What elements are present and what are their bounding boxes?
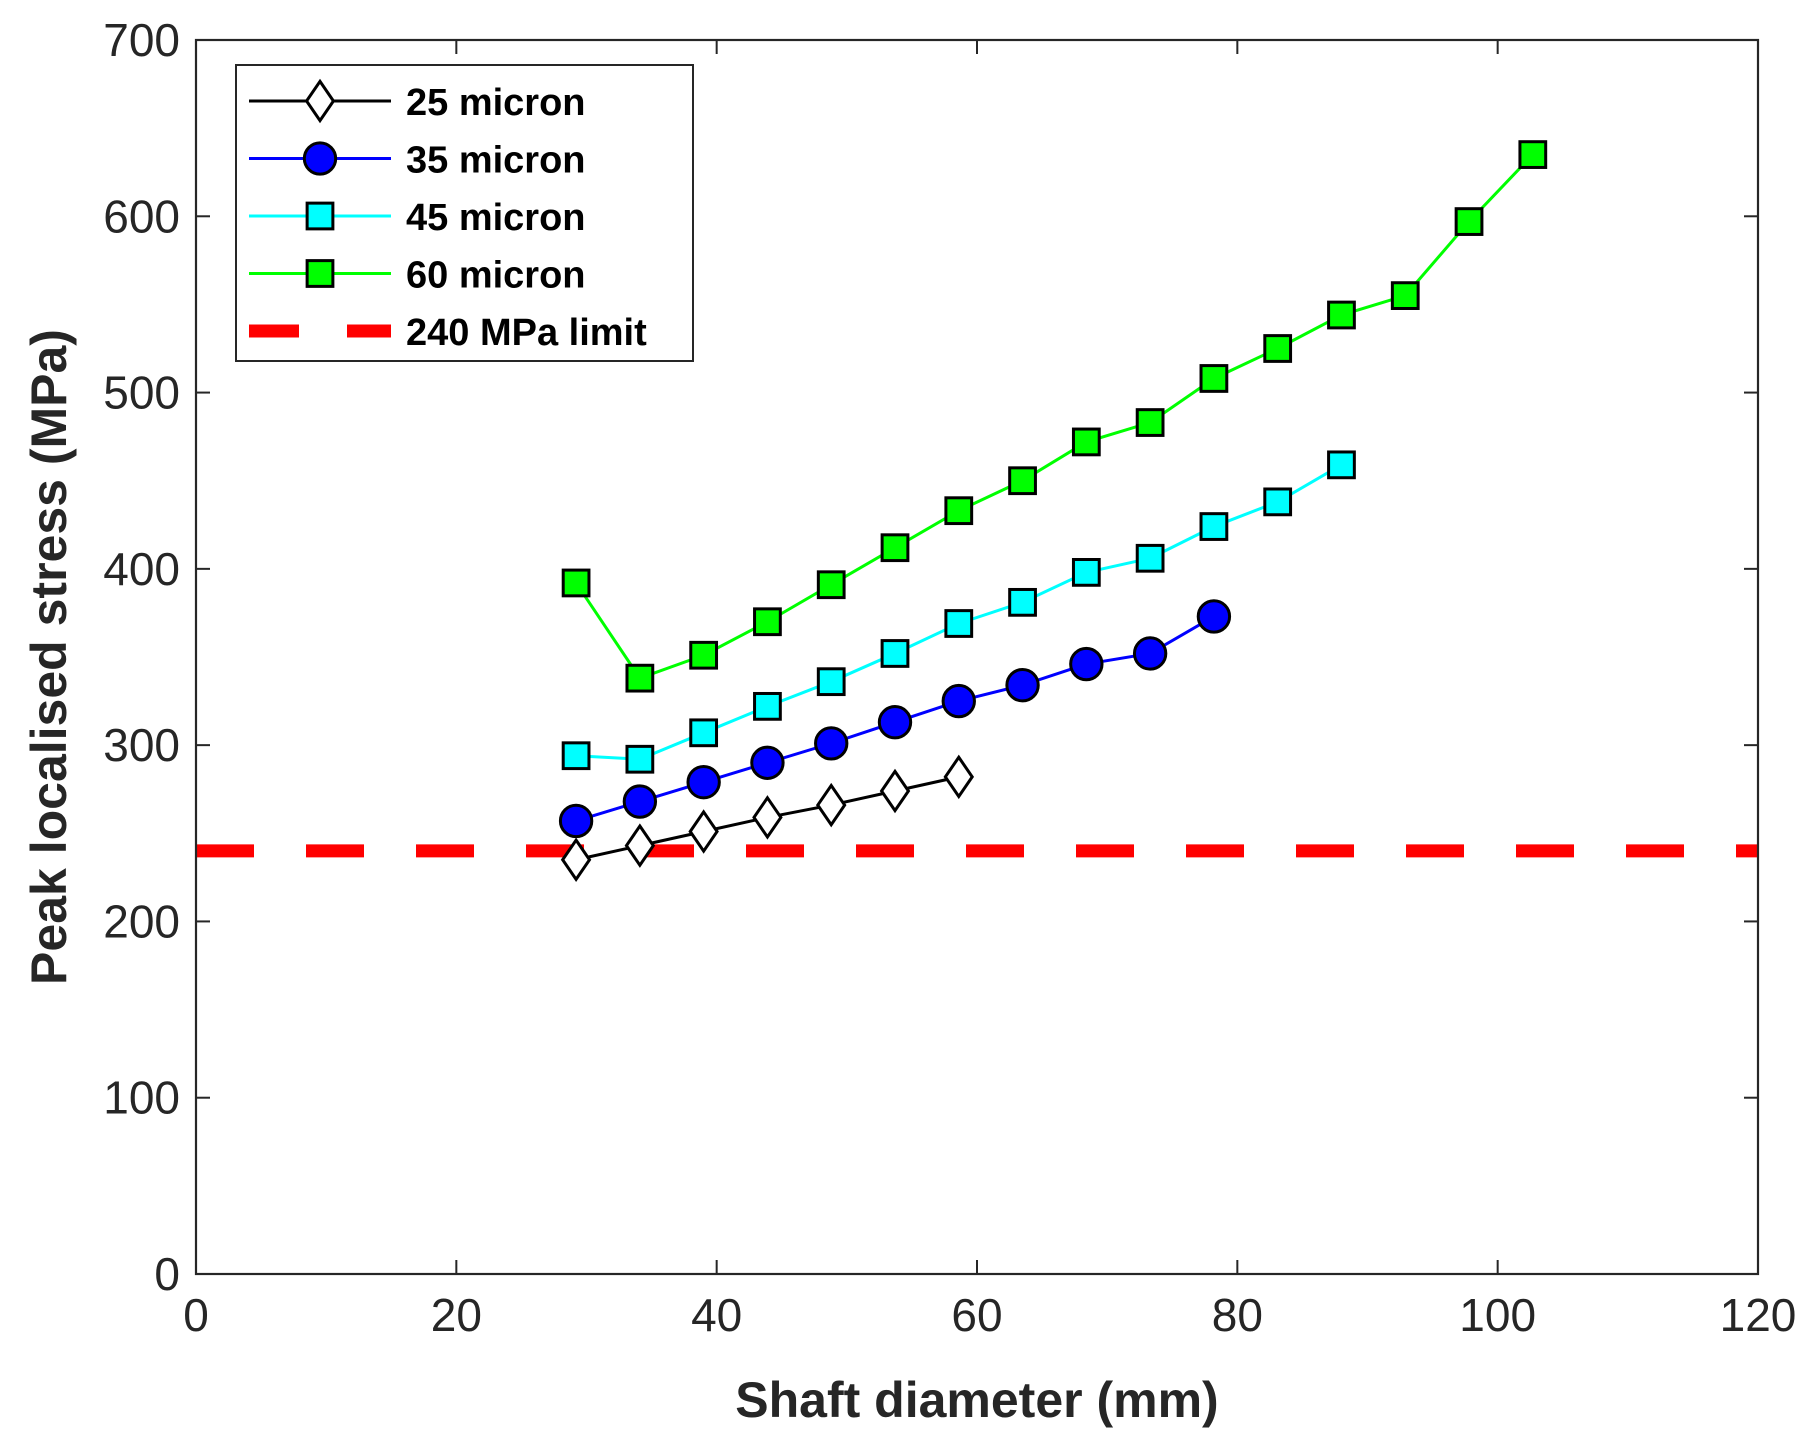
data-point-45-micron-5 [816, 667, 846, 697]
legend-entry-240-mpa-limit: 240 MPa limit [249, 312, 647, 354]
x-tick-label: 100 [1459, 1289, 1536, 1341]
y-tick-label: 100 [103, 1072, 180, 1124]
data-point-60-micron-11 [1199, 364, 1229, 393]
data-point-25-micron-2 [624, 823, 656, 868]
x-tick-label: 120 [1720, 1289, 1797, 1341]
data-point-35-micron-7 [941, 683, 976, 719]
legend: 25 micron 35 micron 45 micron 60 micron 240 … [235, 64, 694, 362]
legend-label: 240 MPa limit [406, 312, 647, 354]
data-point-45-micron-6 [880, 639, 910, 668]
data-point-35-micron-8 [1005, 668, 1040, 703]
legend-label: 35 micron [406, 140, 586, 182]
legend-swatch-marker [302, 141, 338, 176]
data-point-60-micron-4 [753, 607, 782, 637]
data-point-60-micron-15 [1454, 207, 1484, 236]
data-point-45-micron-3 [689, 718, 719, 748]
axes-layer: 0 20 40 60 80 100 120 0 100 200 300 400 500 600 700 Sha… [21, 14, 1796, 1428]
data-point-35-micron-2 [622, 784, 658, 819]
data-point-35-micron-11 [1196, 599, 1232, 634]
data-point-35-micron-5 [814, 726, 849, 761]
data-point-35-micron-10 [1132, 636, 1168, 671]
x-axis-title: Shaft diameter (mm) [735, 1372, 1218, 1428]
legend-label: 25 micron [406, 82, 586, 124]
data-point-60-micron-10 [1135, 408, 1165, 437]
data-point-25-micron-4 [752, 795, 783, 840]
y-tick-label: 200 [103, 895, 180, 947]
series-25-micron [560, 754, 975, 882]
data-point-35-micron-9 [1069, 646, 1104, 682]
data-point-60-micron-6 [880, 533, 910, 563]
data-point-45-micron-12 [1263, 487, 1293, 517]
series-45-micron [561, 450, 1356, 774]
data-point-60-micron-7 [944, 496, 974, 526]
y-tick-label: 600 [103, 190, 180, 242]
data-point-35-micron-6 [877, 705, 913, 740]
y-tick-label: 500 [103, 367, 180, 419]
data-point-25-micron-3 [688, 809, 719, 854]
data-point-45-micron-11 [1199, 512, 1229, 541]
data-point-45-micron-9 [1071, 558, 1101, 587]
series-35-micron [558, 599, 1232, 839]
y-tick-label: 0 [154, 1248, 180, 1300]
data-point-45-micron-10 [1135, 543, 1165, 573]
y-tick-label: 700 [103, 14, 180, 66]
legend-entry-60-micron: 60 micron [249, 255, 586, 297]
y-axis-title: Peak localised stress (MPa) [21, 329, 77, 985]
legend-entry-25-micron: 25 micron [249, 78, 586, 124]
legend-label: 45 micron [406, 197, 586, 239]
data-point-45-micron-7 [944, 609, 974, 638]
x-tick-label: 80 [1212, 1289, 1263, 1341]
x-tick-label: 0 [183, 1289, 209, 1341]
data-point-60-micron-12 [1263, 334, 1293, 363]
data-point-60-micron-3 [689, 640, 719, 670]
data-point-60-micron-5 [816, 570, 846, 600]
legend-swatch-marker [304, 78, 336, 124]
series-line-60-micron [574, 153, 1534, 680]
data-point-60-micron-16 [1518, 140, 1548, 169]
data-point-25-micron-7 [943, 754, 975, 800]
data-point-45-micron-1 [561, 741, 591, 771]
data-point-45-micron-8 [1008, 587, 1037, 617]
data-point-35-micron-3 [686, 764, 721, 800]
data-point-60-micron-9 [1071, 427, 1101, 457]
data-point-45-micron-13 [1327, 450, 1356, 480]
data-point-60-micron-14 [1390, 281, 1420, 310]
x-tick-label: 20 [431, 1289, 482, 1341]
data-point-60-micron-8 [1008, 466, 1037, 496]
data-point-25-micron-5 [815, 782, 847, 828]
legend-swatch-marker [305, 259, 335, 288]
data-point-45-micron-2 [625, 744, 655, 774]
x-tick-label: 60 [951, 1289, 1002, 1341]
data-point-60-micron-1 [561, 568, 591, 598]
legend-entry-35-micron: 35 micron [249, 140, 586, 182]
data-point-60-micron-13 [1327, 300, 1356, 330]
data-point-45-micron-4 [753, 691, 782, 721]
legend-swatch-marker [305, 201, 335, 231]
y-tick-label: 300 [103, 719, 180, 771]
legend-label: 60 micron [406, 255, 586, 297]
data-point-25-micron-1 [560, 837, 592, 882]
data-point-60-micron-2 [625, 663, 655, 693]
legend-entry-45-micron: 45 micron [249, 197, 586, 239]
y-tick-label: 400 [103, 543, 180, 595]
data-point-25-micron-6 [879, 768, 911, 814]
data-point-35-micron-4 [750, 745, 785, 780]
data-point-35-micron-1 [558, 803, 594, 839]
series-60-micron [561, 140, 1548, 693]
x-tick-label: 40 [691, 1289, 742, 1341]
